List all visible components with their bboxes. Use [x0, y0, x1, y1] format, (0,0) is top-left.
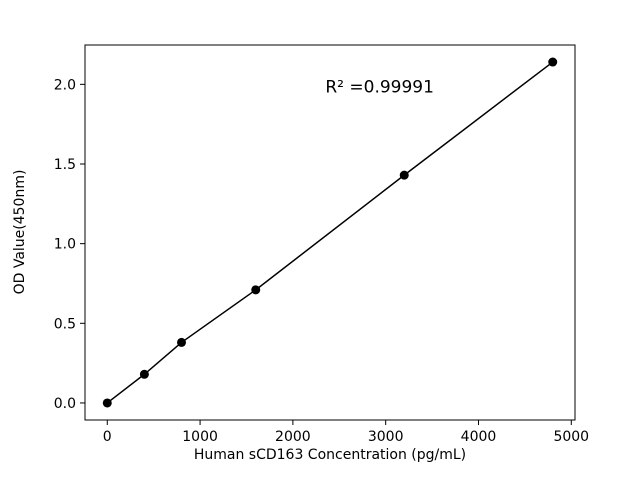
- data-point-marker: [399, 170, 409, 180]
- y-axis-label: OD Value(450nm): [12, 170, 28, 295]
- x-tick-label: 4000: [461, 429, 497, 445]
- axes-box: [84, 44, 576, 421]
- x-tick-label: 5000: [553, 429, 589, 445]
- fit-line: [106, 61, 554, 404]
- y-tick-label: 0.5: [54, 316, 76, 332]
- data-point-marker: [251, 285, 261, 295]
- x-tick-label: 2000: [275, 429, 311, 445]
- x-axis-label: Human sCD163 Concentration (pg/mL): [194, 447, 466, 463]
- x-tick-label: 3000: [368, 429, 404, 445]
- x-tick-label: 1000: [182, 429, 218, 445]
- data-point-marker: [102, 398, 112, 408]
- y-tick-label: 1.5: [54, 157, 76, 173]
- x-tick-label: 0: [103, 429, 112, 445]
- r-squared-annotation: R² =0.99991: [325, 77, 434, 97]
- data-point-marker: [139, 369, 149, 379]
- y-tick-label: 2.0: [54, 77, 76, 93]
- chart-generated-layer: 0 1000 2000 3000 4000 5000 0.0 0.5 1.0 1.5 2.0: [54, 44, 589, 445]
- data-point-marker: [548, 57, 558, 67]
- data-point-marker: [177, 337, 187, 347]
- y-tick-label: 0.0: [54, 396, 76, 412]
- y-tick-label: 1.0: [54, 237, 76, 253]
